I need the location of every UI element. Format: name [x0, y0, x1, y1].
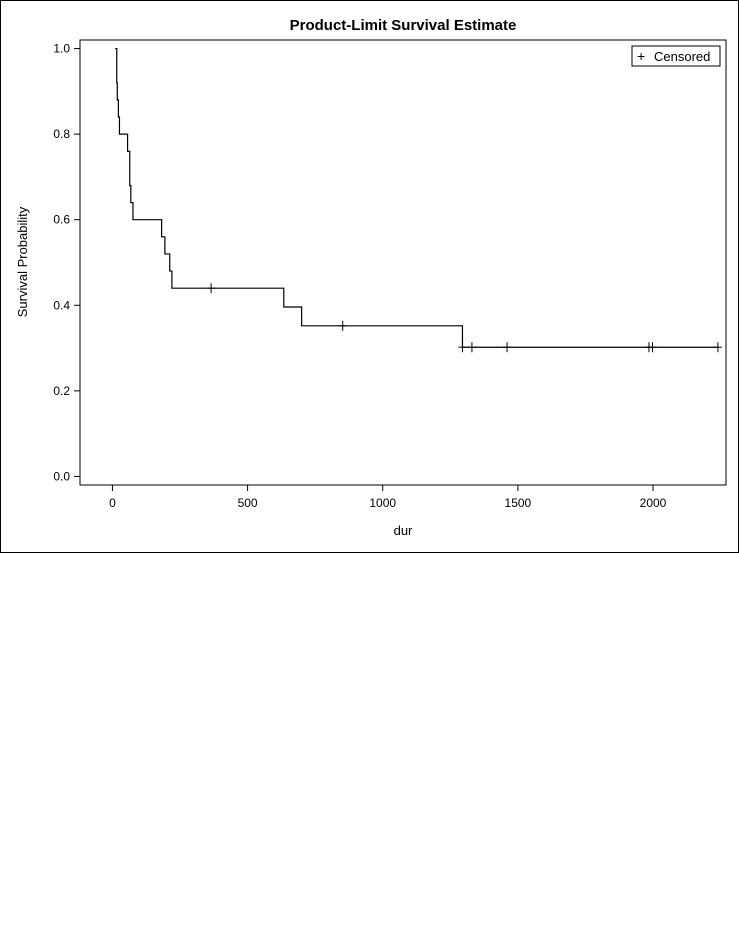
legend: + Censored	[631, 45, 721, 67]
y-tick-label: 0.0	[53, 469, 70, 483]
censored-marker	[648, 342, 657, 353]
x-tick-label: 1000	[369, 496, 396, 510]
legend-label: Censored	[654, 49, 710, 64]
legend-box	[631, 45, 721, 67]
x-tick-label: 1500	[505, 496, 532, 510]
x-tick-label: 0	[109, 496, 116, 510]
censored-marker	[458, 342, 467, 353]
chart-title: Product-Limit Survival Estimate	[290, 17, 517, 34]
censored-marker	[713, 342, 722, 353]
survival-chart: Product-Limit Survival Estimate 0.00.20.…	[15, 17, 727, 538]
x-axis-label: dur	[394, 523, 413, 538]
x-tick-label: 2000	[640, 496, 667, 510]
x-axis: 0 500 1000 1500 2000	[109, 485, 667, 510]
censored-markers	[207, 283, 722, 353]
y-axis: 0.0 0.2 0.4 0.6 0.8 1.0	[53, 42, 80, 483]
censored-marker	[503, 342, 512, 353]
plot-area	[79, 39, 727, 486]
survival-curve	[115, 47, 718, 348]
y-tick-label: 1.0	[53, 42, 70, 56]
chart-frame: Product-Limit Survival Estimate 0.0 0.2 0.…	[0, 0, 739, 553]
y-tick-label: 0.2	[53, 384, 70, 398]
y-tick-label: 0.8	[53, 127, 70, 141]
censored-marker	[207, 283, 216, 294]
x-tick-label: 500	[238, 496, 258, 510]
y-tick-label: 0.4	[53, 298, 70, 312]
y-tick-label: 0.6	[53, 213, 70, 227]
censored-marker	[467, 342, 476, 353]
legend-symbol: +	[637, 48, 645, 64]
censored-marker	[338, 320, 347, 331]
y-axis-label: Survival Probability	[15, 206, 30, 317]
series-group	[115, 47, 718, 348]
